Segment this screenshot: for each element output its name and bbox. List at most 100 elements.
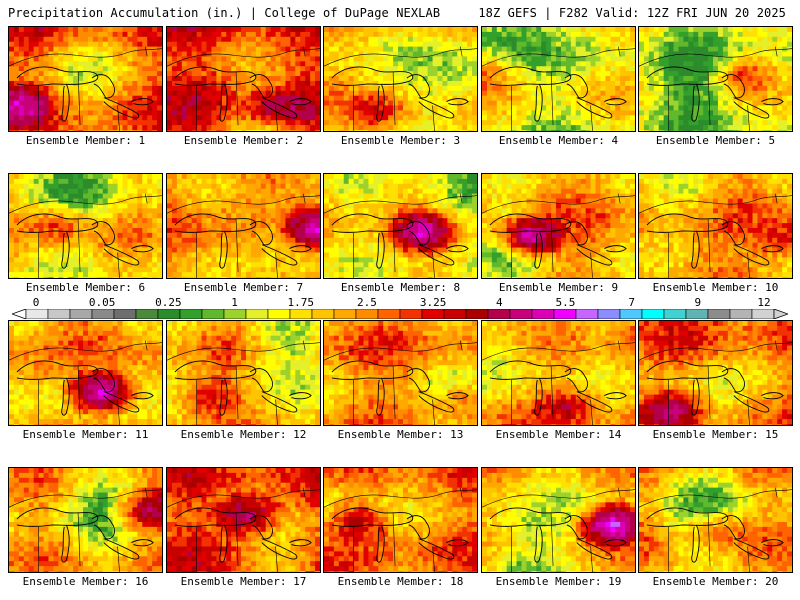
precip-cell bbox=[97, 242, 104, 249]
precip-cell bbox=[245, 277, 252, 278]
precip-cell bbox=[772, 90, 778, 97]
precip-cell bbox=[152, 125, 158, 131]
precip-cell bbox=[196, 120, 203, 126]
precip-cell bbox=[747, 120, 754, 126]
precip-cell bbox=[506, 56, 513, 62]
precip-cell bbox=[142, 31, 148, 38]
precip-cell bbox=[333, 100, 340, 106]
precip-cell bbox=[437, 100, 443, 106]
precip-cell bbox=[171, 115, 178, 121]
precip-cell bbox=[393, 95, 399, 102]
precip-cell bbox=[33, 31, 40, 38]
precip-cell bbox=[250, 125, 257, 131]
precip-cell bbox=[78, 213, 84, 219]
precip-cell bbox=[196, 115, 203, 121]
precip-cell bbox=[137, 267, 143, 273]
precip-cell bbox=[491, 125, 498, 131]
precip-cell bbox=[328, 100, 335, 106]
precip-cell bbox=[157, 46, 162, 53]
precip-cell bbox=[605, 110, 611, 116]
precip-cell bbox=[708, 110, 714, 116]
precip-cell bbox=[73, 27, 79, 33]
precip-cell bbox=[231, 183, 237, 190]
precip-cell bbox=[201, 218, 207, 224]
precip-cell bbox=[275, 188, 282, 195]
precip-cell bbox=[107, 203, 114, 209]
precip-cell bbox=[167, 130, 173, 131]
precip-cell bbox=[541, 46, 547, 53]
precip-cell bbox=[353, 61, 360, 67]
precip-cell bbox=[231, 272, 237, 278]
precip-cell bbox=[117, 227, 124, 234]
precip-cell bbox=[9, 41, 15, 48]
precip-cell bbox=[333, 178, 340, 185]
precip-cell bbox=[762, 110, 768, 116]
precip-cell bbox=[87, 232, 94, 239]
precip-cell bbox=[92, 232, 99, 239]
precip-cell bbox=[590, 36, 597, 43]
precip-cell bbox=[693, 41, 699, 48]
precip-cell bbox=[58, 183, 64, 190]
precip-cell bbox=[97, 90, 104, 97]
precip-cell bbox=[97, 41, 104, 48]
precip-cell bbox=[147, 213, 153, 219]
precip-cell bbox=[122, 36, 128, 43]
precip-cell bbox=[196, 213, 203, 219]
precip-cell bbox=[127, 247, 133, 253]
precip-cell bbox=[122, 218, 128, 224]
precip-cell bbox=[536, 66, 542, 72]
precip-cell bbox=[541, 110, 547, 116]
precip-cell bbox=[417, 130, 424, 131]
precip-cell bbox=[226, 90, 232, 97]
precip-cell bbox=[78, 95, 84, 102]
precip-cell bbox=[231, 27, 237, 33]
precip-cell bbox=[78, 232, 84, 239]
precip-cell bbox=[300, 174, 306, 180]
precip-cell bbox=[536, 31, 542, 38]
precip-cell bbox=[137, 277, 143, 278]
precip-cell bbox=[295, 41, 301, 48]
precip-cell bbox=[722, 27, 729, 33]
precip-cell bbox=[310, 85, 316, 92]
precip-cell bbox=[486, 125, 493, 131]
precip-cell bbox=[496, 80, 503, 87]
precip-cell bbox=[167, 174, 173, 180]
precip-cell bbox=[777, 56, 783, 62]
precip-cell bbox=[102, 183, 109, 190]
precip-cell bbox=[73, 242, 79, 249]
precip-cell bbox=[211, 95, 217, 102]
great-lakes-outline bbox=[91, 221, 115, 246]
precip-cell bbox=[653, 76, 660, 82]
precip-cell bbox=[315, 80, 320, 87]
precip-cell bbox=[338, 130, 345, 131]
precip-cell bbox=[250, 262, 257, 268]
precip-cell bbox=[92, 66, 99, 72]
precip-cell bbox=[713, 51, 719, 57]
precip-cell bbox=[295, 208, 301, 214]
precip-cell bbox=[137, 227, 143, 234]
precip-cell bbox=[147, 90, 153, 97]
precip-cell bbox=[191, 277, 198, 278]
precip-cell bbox=[260, 90, 267, 97]
precip-cell bbox=[290, 71, 296, 77]
precip-cell bbox=[176, 183, 183, 190]
precip-cell bbox=[595, 130, 601, 131]
precip-cell bbox=[412, 46, 419, 53]
precip-cell bbox=[23, 193, 30, 200]
precip-cell bbox=[663, 120, 670, 126]
precip-cell bbox=[63, 247, 69, 253]
precip-cell bbox=[73, 66, 79, 72]
precip-cell bbox=[33, 110, 40, 116]
precip-cell bbox=[122, 227, 128, 234]
precip-cell bbox=[668, 46, 675, 53]
precip-cell bbox=[33, 178, 40, 185]
precip-cell bbox=[343, 56, 350, 62]
precip-cell bbox=[663, 130, 670, 131]
precip-cell bbox=[73, 56, 79, 62]
precip-cell bbox=[363, 174, 369, 180]
precip-cell bbox=[693, 110, 699, 116]
precip-cell bbox=[663, 27, 670, 33]
precip-cell bbox=[742, 95, 749, 102]
precip-cell bbox=[447, 61, 453, 67]
precip-cell bbox=[486, 80, 493, 87]
